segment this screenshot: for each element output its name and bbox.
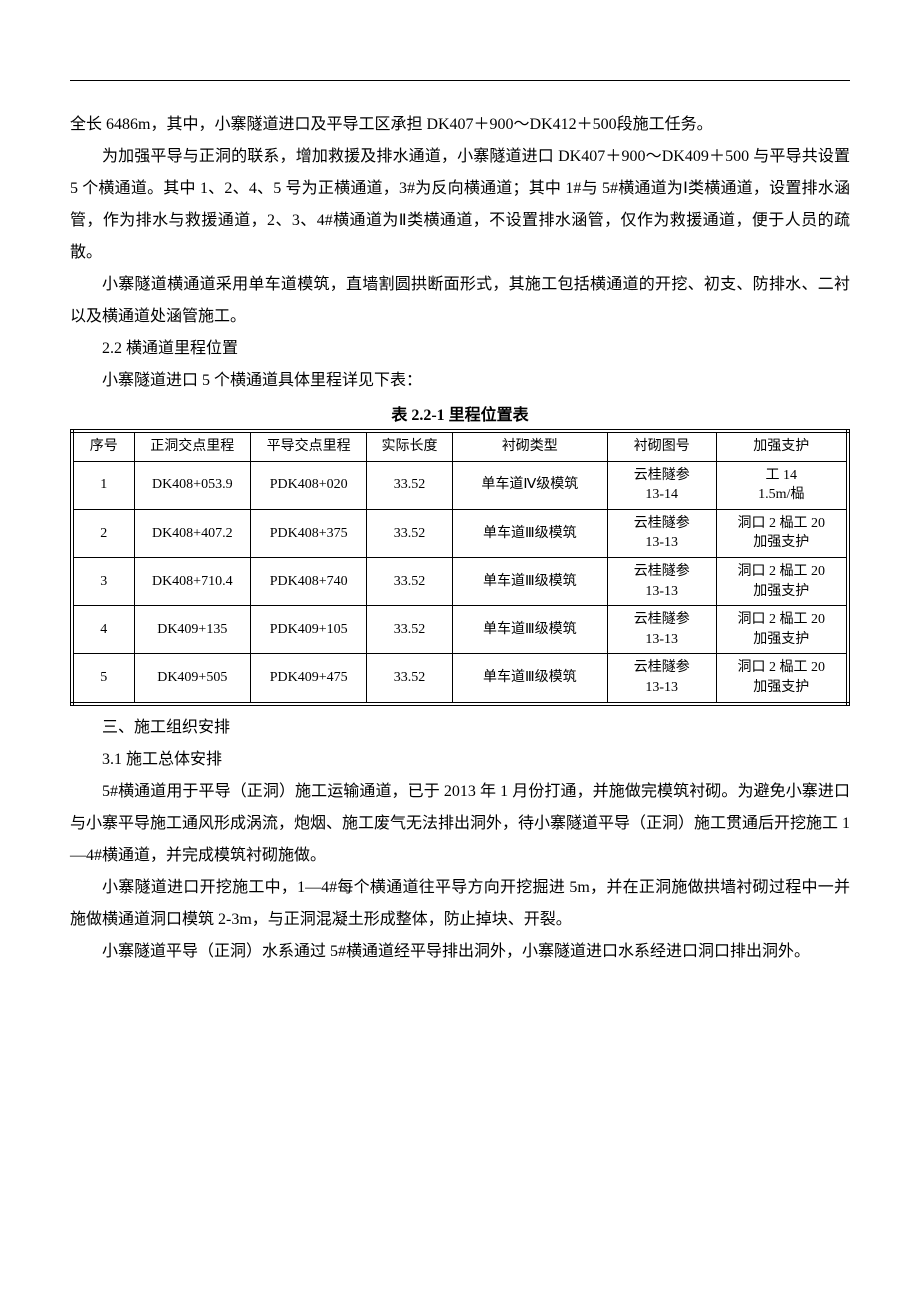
table-row: 2DK408+407.2PDK408+37533.52单车道Ⅲ级模筑云桂隧参13… <box>72 509 848 557</box>
th-no: 序号 <box>72 431 134 461</box>
td-len: 33.52 <box>367 461 452 509</box>
th-len: 实际长度 <box>367 431 452 461</box>
td-reinforce: 工 141.5m/榀 <box>716 461 848 509</box>
table-row: 1DK408+053.9PDK408+02033.52单车道Ⅳ级模筑云桂隧参13… <box>72 461 848 509</box>
table-header-row: 序号 正洞交点里程 平导交点里程 实际长度 衬砌类型 衬砌图号 加强支护 <box>72 431 848 461</box>
paragraph-3: 小寨隧道横通道采用单车道模筑，直墙割圆拱断面形式，其施工包括横通道的开挖、初支、… <box>70 269 850 333</box>
td-zd: DK408+710.4 <box>134 557 250 605</box>
td-no: 4 <box>72 606 134 654</box>
td-fig: 云桂隧参13-13 <box>607 654 716 704</box>
td-reinforce: 洞口 2 榀工 20加强支护 <box>716 606 848 654</box>
td-type: 单车道Ⅲ级模筑 <box>452 557 607 605</box>
td-reinforce: 洞口 2 榀工 20加强支护 <box>716 557 848 605</box>
td-no: 5 <box>72 654 134 704</box>
td-pd: PDK408+740 <box>250 557 366 605</box>
td-len: 33.52 <box>367 557 452 605</box>
td-fig: 云桂隧参13-13 <box>607 557 716 605</box>
td-pd: PDK409+105 <box>250 606 366 654</box>
td-no: 2 <box>72 509 134 557</box>
section-2-2-heading: 2.2 横通道里程位置 <box>70 333 850 365</box>
td-len: 33.52 <box>367 654 452 704</box>
td-pd: PDK409+475 <box>250 654 366 704</box>
table-row: 3DK408+710.4PDK408+74033.52单车道Ⅲ级模筑云桂隧参13… <box>72 557 848 605</box>
section-3-heading: 三、施工组织安排 <box>70 712 850 744</box>
th-reinforce: 加强支护 <box>716 431 848 461</box>
td-type: 单车道Ⅲ级模筑 <box>452 509 607 557</box>
td-type: 单车道Ⅲ级模筑 <box>452 606 607 654</box>
td-type: 单车道Ⅳ级模筑 <box>452 461 607 509</box>
td-pd: PDK408+375 <box>250 509 366 557</box>
paragraph-2: 为加强平导与正洞的联系，增加救援及排水通道，小寨隧道进口 DK407＋900～D… <box>70 141 850 269</box>
table-title: 表 2.2-1 里程位置表 <box>70 401 850 425</box>
mileage-table: 序号 正洞交点里程 平导交点里程 实际长度 衬砌类型 衬砌图号 加强支护 1DK… <box>70 429 850 706</box>
paragraph-4: 小寨隧道进口 5 个横通道具体里程详见下表： <box>70 365 850 397</box>
th-zd: 正洞交点里程 <box>134 431 250 461</box>
td-no: 3 <box>72 557 134 605</box>
th-pd: 平导交点里程 <box>250 431 366 461</box>
table-row: 5DK409+505PDK409+47533.52单车道Ⅲ级模筑云桂隧参13-1… <box>72 654 848 704</box>
td-zd: DK409+135 <box>134 606 250 654</box>
paragraph-5: 5#横通道用于平导（正洞）施工运输通道，已于 2013 年 1 月份打通，并施做… <box>70 776 850 872</box>
td-fig: 云桂隧参13-13 <box>607 509 716 557</box>
td-zd: DK408+407.2 <box>134 509 250 557</box>
td-zd: DK409+505 <box>134 654 250 704</box>
td-pd: PDK408+020 <box>250 461 366 509</box>
table-body: 1DK408+053.9PDK408+02033.52单车道Ⅳ级模筑云桂隧参13… <box>72 461 848 703</box>
td-reinforce: 洞口 2 榀工 20加强支护 <box>716 509 848 557</box>
td-reinforce: 洞口 2 榀工 20加强支护 <box>716 654 848 704</box>
th-fig: 衬砌图号 <box>607 431 716 461</box>
td-zd: DK408+053.9 <box>134 461 250 509</box>
table-row: 4DK409+135PDK409+10533.52单车道Ⅲ级模筑云桂隧参13-1… <box>72 606 848 654</box>
td-len: 33.52 <box>367 606 452 654</box>
paragraph-7: 小寨隧道平导（正洞）水系通过 5#横通道经平导排出洞外，小寨隧道进口水系经进口洞… <box>70 936 850 968</box>
section-3-1-heading: 3.1 施工总体安排 <box>70 744 850 776</box>
td-type: 单车道Ⅲ级模筑 <box>452 654 607 704</box>
paragraph-1: 全长 6486m，其中，小寨隧道进口及平导工区承担 DK407＋900～DK41… <box>70 109 850 141</box>
paragraph-6: 小寨隧道进口开挖施工中，1—4#每个横通道往平导方向开挖掘进 5m，并在正洞施做… <box>70 872 850 936</box>
td-len: 33.52 <box>367 509 452 557</box>
td-fig: 云桂隧参13-14 <box>607 461 716 509</box>
td-no: 1 <box>72 461 134 509</box>
td-fig: 云桂隧参13-13 <box>607 606 716 654</box>
page-top-rule <box>70 80 850 81</box>
th-type: 衬砌类型 <box>452 431 607 461</box>
